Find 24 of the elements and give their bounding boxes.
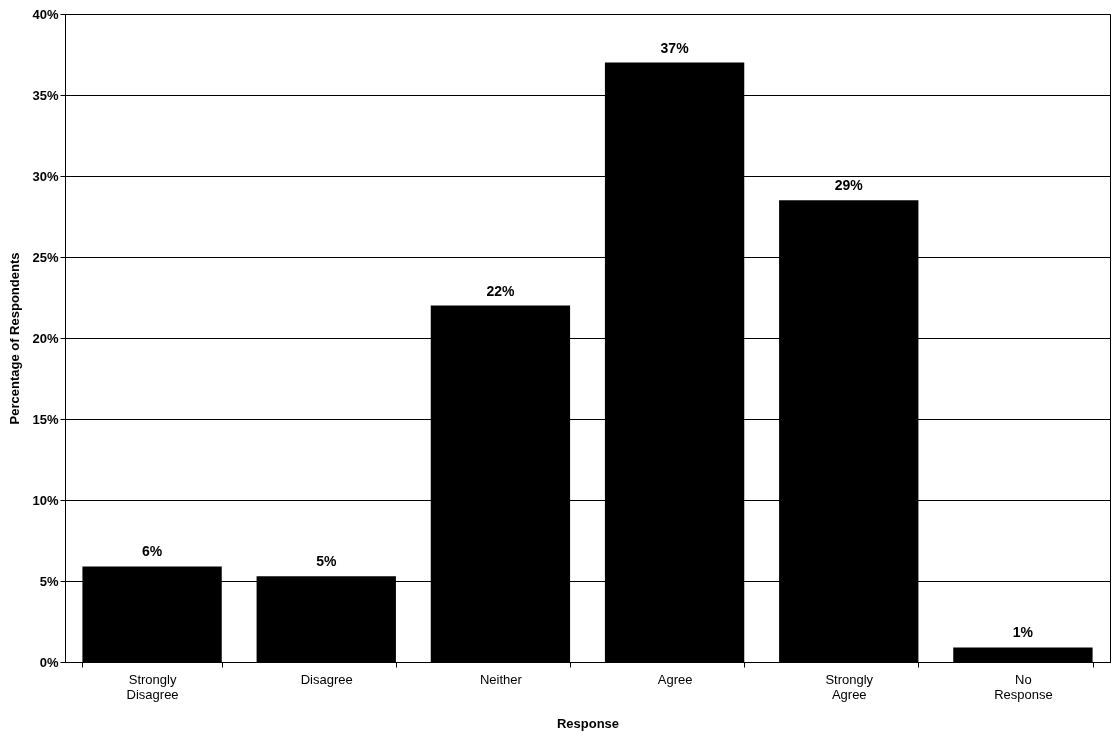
y-tick-label: 20% — [32, 330, 59, 346]
x-tick-label: Disagree — [300, 671, 353, 687]
y-tick-label: 10% — [32, 492, 59, 508]
data-label: 37% — [660, 39, 690, 56]
y-tick-label: 35% — [32, 87, 59, 103]
y-tick-label: 30% — [32, 168, 59, 184]
y-tick-label: 40% — [32, 6, 59, 22]
data-label: 5% — [316, 553, 337, 570]
bar — [953, 647, 1093, 662]
x-axis-title: Response — [556, 715, 620, 731]
x-tick-label: Agree — [657, 671, 693, 687]
y-axis-title: Percentage of Respondents — [7, 252, 23, 425]
y-tick-label: 15% — [32, 411, 59, 427]
data-label: 1% — [1012, 624, 1034, 641]
x-tick-label: No Response — [994, 671, 1053, 702]
x-tick-label: Neither — [479, 671, 523, 687]
x-tick-label: Strongly Agree — [825, 671, 874, 702]
x-tick-label: Strongly Disagree — [126, 671, 179, 702]
data-label: 29% — [834, 177, 864, 194]
y-tick-label: 5% — [39, 573, 59, 589]
data-label: 6% — [141, 543, 163, 560]
y-tick-label: 0% — [39, 654, 59, 670]
y-tick-label: 25% — [32, 249, 59, 265]
data-label: 22% — [486, 282, 515, 299]
